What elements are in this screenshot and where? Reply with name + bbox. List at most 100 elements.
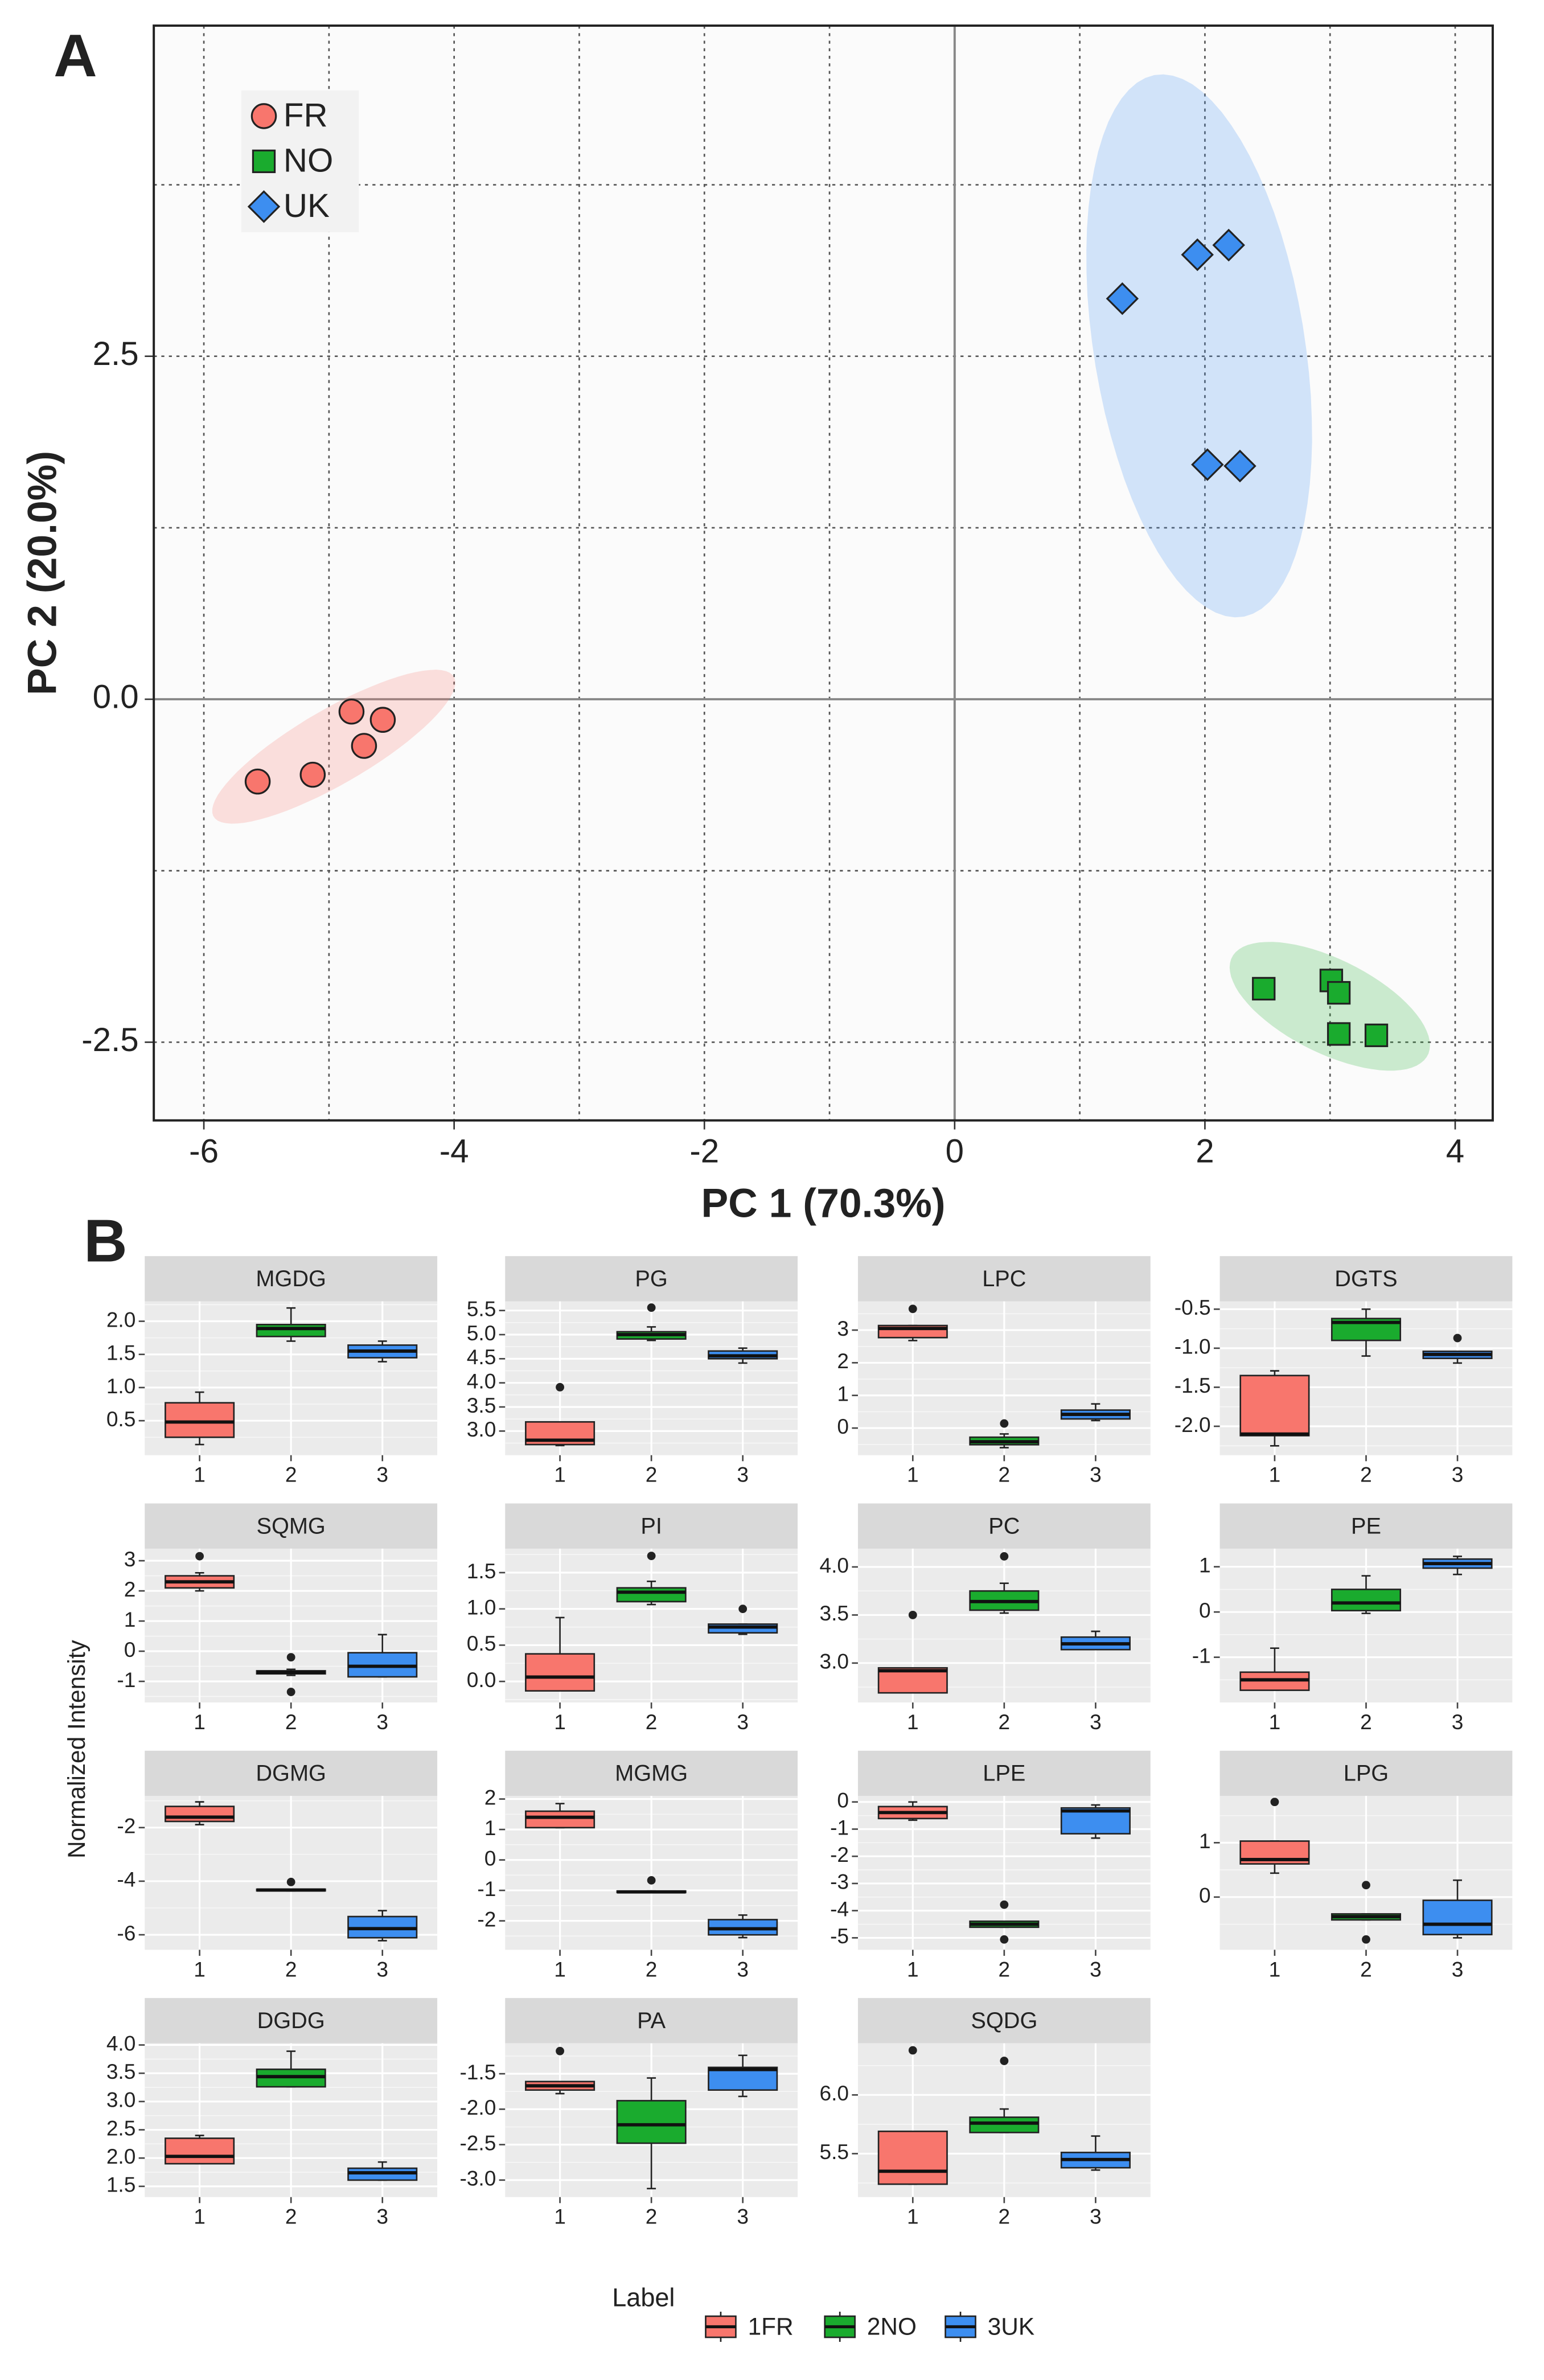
y-tick-label: 6.0 — [820, 2081, 849, 2105]
x-tick-label: 0 — [946, 1132, 964, 1170]
x-tick-label: 1 — [194, 1957, 206, 1981]
outlier — [1362, 1935, 1370, 1944]
y-tick-label: -1 — [117, 1668, 135, 1692]
panel-title: DGTS — [1334, 1266, 1397, 1291]
legend-title: Label — [612, 2283, 675, 2312]
y-tick-label: -3 — [830, 1870, 849, 1894]
x-tick-label: 3 — [1090, 1710, 1102, 1734]
y-tick-label: 4.0 — [467, 1369, 496, 1393]
x-tick-label: 2 — [999, 1957, 1011, 1981]
box — [616, 1587, 687, 1603]
x-tick-label: 1 — [907, 1710, 919, 1734]
x-tick-label: 1 — [907, 1957, 919, 1981]
box — [1239, 1374, 1310, 1437]
point — [1223, 449, 1256, 483]
strip — [857, 1750, 1151, 1796]
legend-label: 2NO — [867, 2313, 917, 2340]
x-tick-label: 2 — [1360, 1710, 1372, 1734]
strip — [145, 1256, 438, 1302]
x-tick-label: 2 — [285, 1463, 297, 1487]
outlier — [286, 1688, 295, 1696]
x-tick-label: 3 — [737, 1957, 749, 1981]
y-tick-label: 2.0 — [106, 1307, 136, 1331]
panel-title: PI — [640, 1513, 662, 1538]
point — [1364, 1023, 1389, 1048]
strip — [505, 1998, 798, 2043]
y-tick-label: 4.0 — [820, 1553, 849, 1577]
panel-title: DGMG — [256, 1761, 326, 1786]
strip — [145, 1998, 438, 2043]
x-tick-label: 3 — [737, 1463, 749, 1487]
panel-title: LPE — [983, 1761, 1025, 1786]
x-tick-label: 2 — [1360, 1957, 1372, 1981]
outlier — [286, 1877, 295, 1886]
point — [351, 733, 377, 759]
outlier — [908, 1304, 917, 1314]
y-tick-label: -4 — [117, 1868, 135, 1891]
y-axis-label: PC 2 (20.0%) — [19, 451, 65, 695]
y-tick-label: 3 — [124, 1547, 136, 1571]
y-tick-label: 3.0 — [820, 1649, 849, 1673]
x-tick-label: 2 — [285, 2205, 297, 2229]
x-tick-label: -6 — [189, 1132, 219, 1170]
x-tick-label: 2 — [999, 1710, 1011, 1734]
outlier — [556, 2046, 564, 2055]
outlier — [647, 1552, 656, 1561]
strip — [1219, 1256, 1513, 1302]
legend-marker — [247, 190, 281, 223]
x-tick-label: 3 — [1452, 1463, 1464, 1487]
x-tick-label: 3 — [376, 1710, 388, 1734]
outlier — [1270, 1798, 1279, 1807]
y-axis-label: Normalized Intensity — [63, 1639, 90, 1858]
outlier — [1000, 1419, 1009, 1428]
y-tick-label: 3.0 — [467, 1417, 496, 1441]
plot-border — [153, 24, 1494, 1122]
x-tick-label: 1 — [554, 2205, 566, 2229]
x-tick-label: -2 — [689, 1132, 719, 1170]
y-tick-label: 3.5 — [820, 1601, 849, 1625]
box — [256, 1324, 326, 1337]
legend-label: NO — [284, 142, 333, 179]
panel-title: SQMG — [256, 1513, 325, 1538]
point — [299, 761, 326, 788]
outlier — [1000, 1552, 1009, 1561]
y-tick-label: -2 — [117, 1814, 135, 1838]
x-axis-label: PC 1 (70.3%) — [701, 1181, 945, 1226]
y-tick-label: 0 — [837, 1414, 849, 1438]
y-tick-label: 1.0 — [467, 1595, 496, 1619]
x-tick-label: 1 — [554, 1957, 566, 1981]
y-tick-label: -5 — [830, 1924, 849, 1948]
y-tick-label: -1 — [477, 1877, 496, 1901]
x-tick-label: 3 — [376, 1463, 388, 1487]
y-tick-label: 1 — [1199, 1553, 1211, 1577]
x-tick-label: -4 — [440, 1132, 469, 1170]
box — [165, 1402, 235, 1438]
panel-title: DGDG — [257, 2008, 325, 2033]
y-tick-label: 1.5 — [106, 2173, 136, 2197]
y-tick-label: 4.0 — [106, 2031, 136, 2055]
point — [1191, 448, 1224, 481]
point — [1327, 1022, 1351, 1046]
point — [338, 698, 365, 725]
y-tick-label: -2 — [830, 1843, 849, 1866]
y-tick-label: 1.5 — [106, 1341, 136, 1365]
x-tick-label: 2 — [646, 1710, 658, 1734]
y-tick-label: 0.5 — [467, 1631, 496, 1655]
box — [165, 1805, 235, 1823]
outlier — [556, 1382, 564, 1392]
x-tick-label: 2 — [285, 1957, 297, 1981]
strip — [145, 1503, 438, 1549]
box — [877, 2130, 948, 2185]
strip — [857, 1998, 1151, 2043]
y-tick-label: 3.0 — [106, 2088, 136, 2112]
x-tick-label: 1 — [554, 1463, 566, 1487]
y-tick-label: 3 — [837, 1316, 849, 1340]
y-tick-label: 0 — [837, 1788, 849, 1812]
x-tick-label: 1 — [194, 2205, 206, 2229]
y-tick-label: 1 — [1199, 1829, 1211, 1853]
point — [1252, 976, 1276, 1001]
y-tick-label: 5.0 — [467, 1321, 496, 1345]
y-tick-label: 1 — [124, 1607, 136, 1631]
strip — [505, 1750, 798, 1796]
x-tick-label: 3 — [1090, 1957, 1102, 1981]
